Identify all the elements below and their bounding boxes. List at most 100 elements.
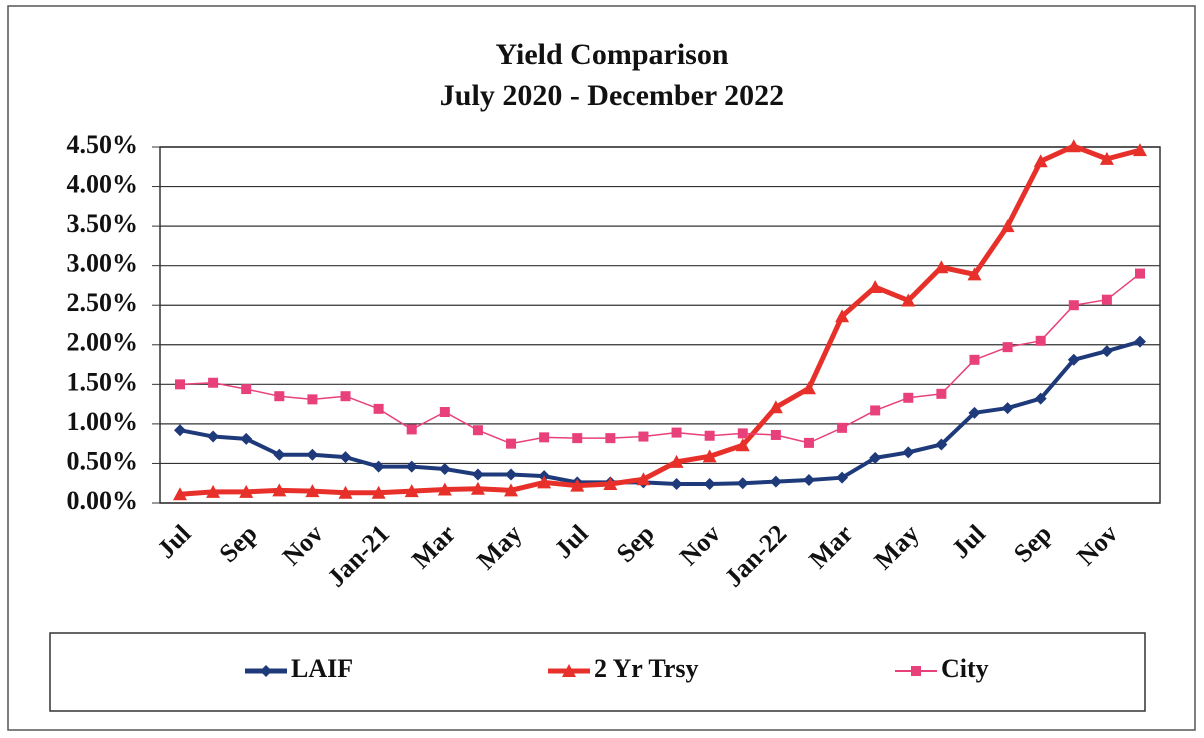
marker-square <box>307 394 318 405</box>
marker-triangle <box>1133 143 1147 157</box>
marker-square <box>439 407 450 418</box>
y-tick-label: 1.50% <box>67 367 139 396</box>
marker-triangle <box>1066 139 1081 153</box>
marker-square <box>340 391 351 402</box>
marker-square <box>770 429 781 440</box>
marker-square <box>737 428 748 439</box>
marker-square <box>472 425 483 436</box>
marker-triangle <box>702 449 717 463</box>
marker-triangle <box>1033 154 1048 168</box>
marker-triangle <box>1000 219 1015 233</box>
marker-square <box>506 438 517 449</box>
plot-area <box>159 146 1161 504</box>
marker-square <box>704 430 715 441</box>
marker-triangle <box>1099 151 1114 165</box>
marker-diamond <box>802 474 815 487</box>
marker-diamond <box>902 446 915 459</box>
marker-diamond <box>869 451 882 464</box>
marker-diamond <box>306 448 319 461</box>
marker-triangle <box>868 280 883 294</box>
marker-diamond <box>339 451 352 464</box>
marker-triangle <box>835 309 850 323</box>
marker-square <box>1101 294 1112 305</box>
y-tick-label: 1.00% <box>67 407 139 436</box>
marker-triangle <box>967 267 982 281</box>
marker-diamond <box>174 424 186 437</box>
y-tick-label: 4.00% <box>67 170 139 199</box>
marker-triangle <box>537 475 552 489</box>
marker-triangle <box>801 381 816 395</box>
chart-title: Yield Comparison <box>495 38 728 71</box>
marker-triangle <box>603 477 618 491</box>
marker-triangle <box>570 478 585 492</box>
y-tick-label: 2.00% <box>67 328 139 357</box>
marker-square <box>903 392 914 403</box>
marker-diamond <box>670 478 683 491</box>
marker-diamond <box>471 468 484 481</box>
marker-diamond <box>769 475 782 488</box>
marker-square <box>911 666 921 676</box>
y-tick-label: 2.50% <box>67 288 139 317</box>
marker-diamond <box>273 448 286 461</box>
marker-diamond <box>703 478 716 491</box>
marker-square <box>175 379 185 390</box>
marker-square <box>373 403 384 414</box>
marker-diamond <box>836 471 849 484</box>
marker-triangle <box>239 484 254 498</box>
marker-square <box>539 432 550 443</box>
marker-square <box>638 431 649 442</box>
marker-diamond <box>372 460 385 473</box>
marker-square <box>1068 300 1079 311</box>
marker-diamond <box>1001 402 1014 415</box>
marker-square <box>241 384 252 395</box>
legend-label: 2 Yr Trsy <box>594 654 698 683</box>
marker-triangle <box>437 482 452 496</box>
marker-square <box>572 433 583 444</box>
marker-triangle <box>206 484 221 498</box>
marker-triangle <box>470 481 485 495</box>
series-line <box>179 143 1141 497</box>
marker-diamond <box>736 477 749 490</box>
marker-square <box>969 354 980 365</box>
marker-triangle <box>768 400 783 414</box>
y-tick-label: 4.50% <box>67 130 139 159</box>
marker-square <box>837 422 848 433</box>
legend-label: City <box>941 654 989 683</box>
marker-triangle <box>901 293 916 307</box>
marker-diamond <box>1067 353 1080 366</box>
marker-diamond <box>405 460 418 473</box>
chart-subtitle: July 2020 - December 2022 <box>440 79 784 112</box>
y-tick-label: 0.00% <box>67 486 139 515</box>
marker-diamond <box>505 468 518 481</box>
marker-triangle <box>934 260 949 274</box>
marker-triangle <box>272 483 287 497</box>
marker-square <box>406 424 417 435</box>
marker-diamond <box>1034 392 1047 405</box>
marker-triangle <box>338 485 353 499</box>
marker-triangle <box>735 438 750 452</box>
marker-diamond <box>260 665 272 677</box>
marker-triangle <box>562 664 576 677</box>
marker-square <box>870 405 881 416</box>
marker-diamond <box>968 406 981 419</box>
marker-diamond <box>240 432 253 445</box>
marker-diamond <box>935 438 948 451</box>
marker-square <box>1135 268 1145 279</box>
marker-square <box>208 377 219 388</box>
marker-square <box>1035 335 1046 346</box>
marker-square <box>671 427 682 438</box>
marker-square <box>605 433 616 444</box>
marker-triangle <box>371 485 386 499</box>
marker-triangle <box>669 454 684 468</box>
marker-diamond <box>1134 335 1146 348</box>
series-line <box>179 272 1141 445</box>
marker-triangle <box>305 484 320 498</box>
legend-box <box>49 632 1146 712</box>
marker-square <box>274 391 285 402</box>
marker-diamond <box>1100 345 1113 358</box>
marker-square <box>936 388 947 399</box>
y-tick-label: 3.00% <box>67 249 139 278</box>
y-tick-label: 0.50% <box>67 446 139 475</box>
marker-diamond <box>438 462 451 475</box>
